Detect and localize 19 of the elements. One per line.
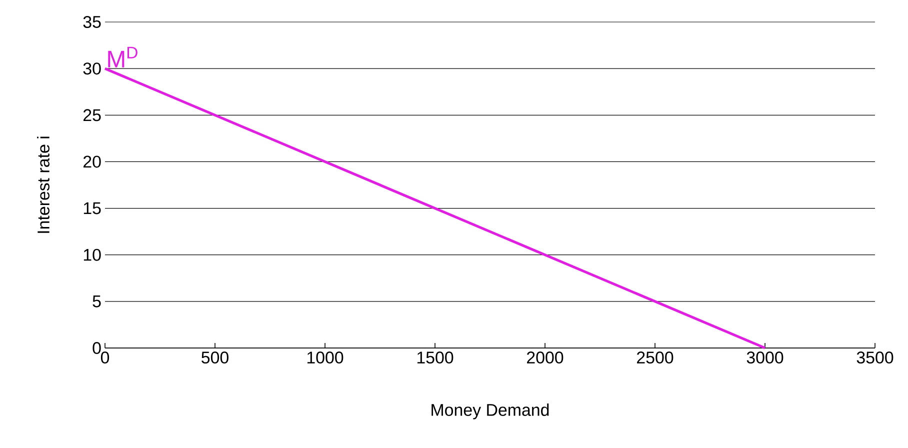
x-tick-label: 2000: [527, 352, 564, 364]
x-tick-label: 3500: [856, 352, 894, 364]
series-label: M$^{D}$: [108, 46, 138, 68]
x-axis-title: Money Demand: [432, 404, 549, 420]
x-tick-label: 0: [100, 352, 110, 364]
y-tick-label: 35: [83, 16, 101, 28]
x-tick-label: 500: [202, 352, 228, 364]
x-tick-label: 2500: [637, 352, 674, 364]
x-tick-label: 1500: [417, 352, 454, 364]
y-tick-label: 30: [83, 62, 101, 75]
y-axis-title: Interest rate i: [37, 136, 50, 233]
x-tick-label: 1000: [307, 352, 344, 364]
y-tick-label: 0: [92, 342, 101, 354]
y-tick-label: 25: [84, 109, 101, 122]
x-tick-label: 3000: [746, 352, 784, 364]
y-tick-label: 20: [84, 156, 101, 168]
y-tick-label: 15: [84, 202, 101, 214]
y-tick-label: 5: [92, 296, 101, 308]
y-tick-label: 10: [84, 248, 101, 261]
